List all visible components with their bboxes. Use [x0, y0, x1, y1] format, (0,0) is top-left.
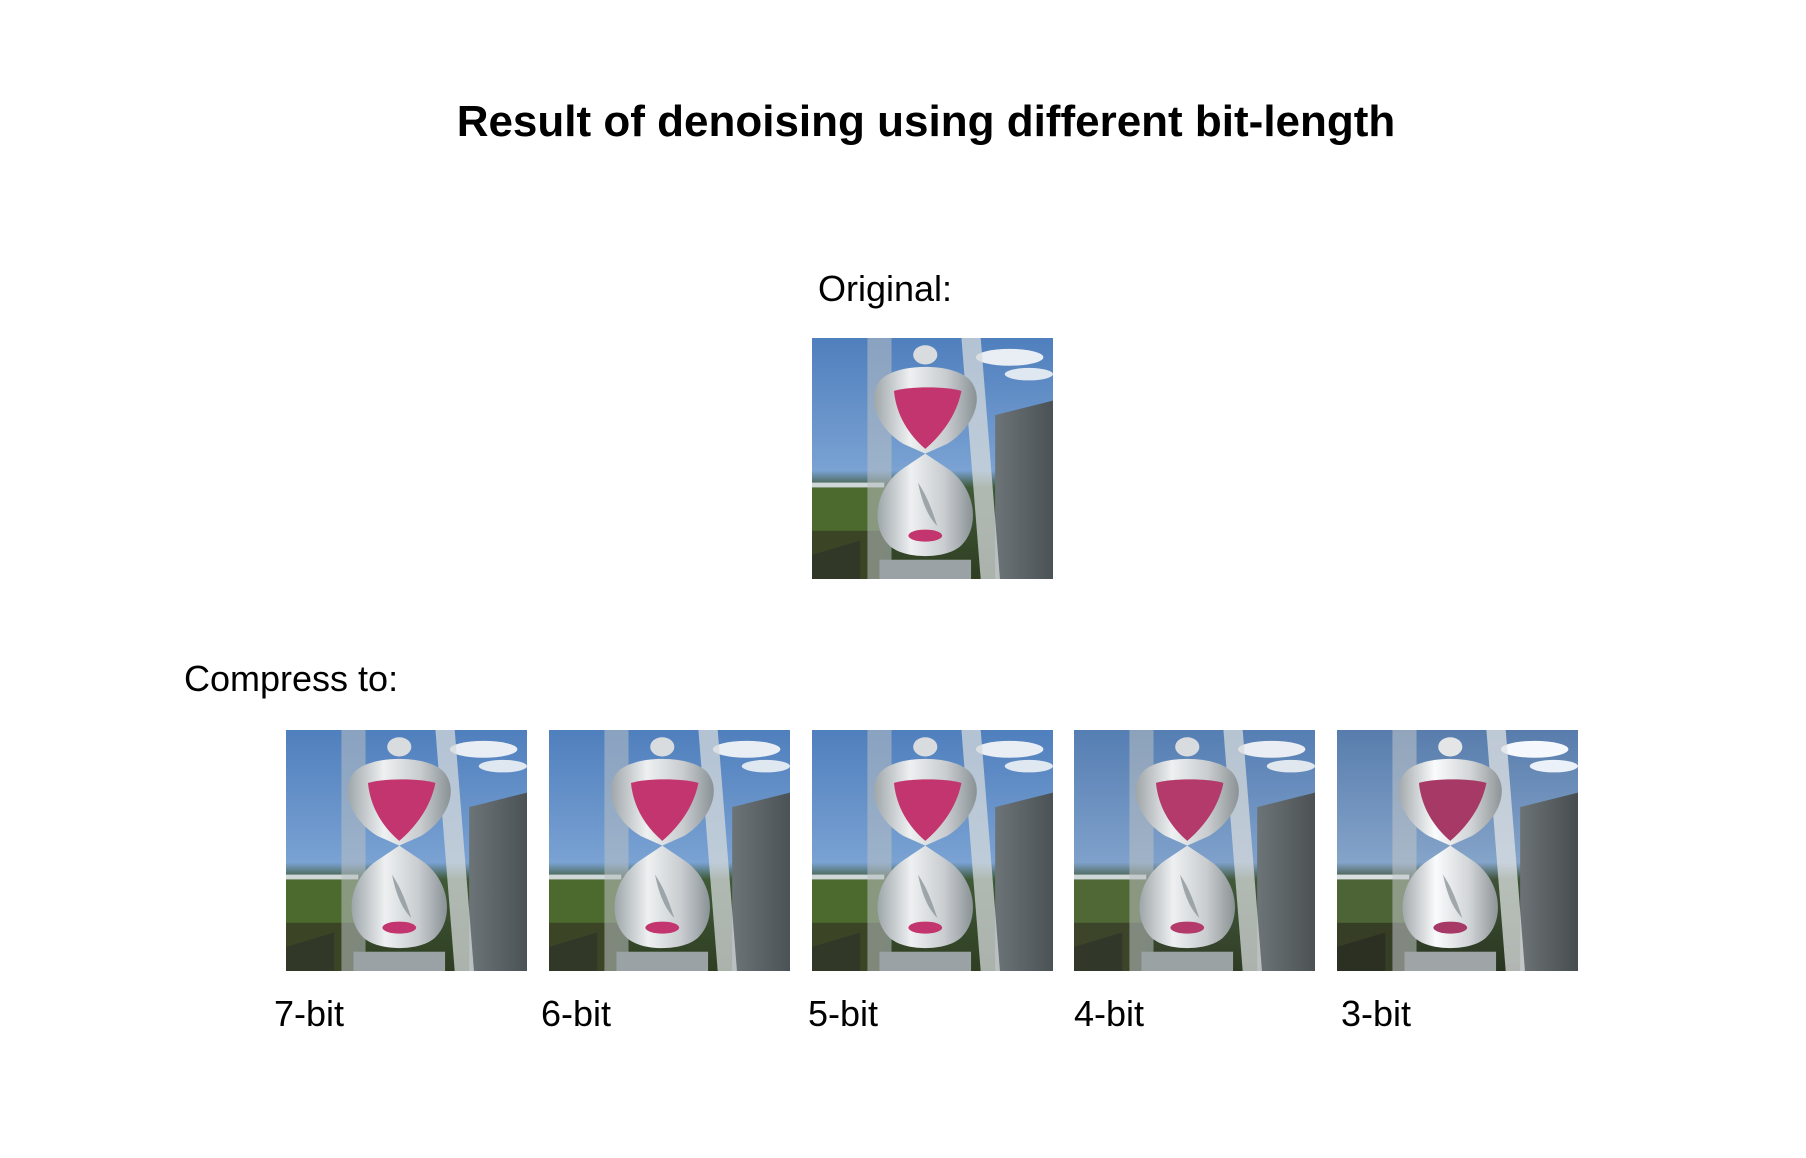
compressed-image-4bit — [1074, 730, 1315, 971]
figure-title: Result of denoising using different bit-… — [456, 97, 1396, 146]
compressed-image-5bit — [812, 730, 1053, 971]
hourglass-image — [1337, 730, 1578, 971]
original-label: Original: — [818, 268, 953, 309]
hourglass-image — [1074, 730, 1315, 971]
caption-4bit: 4-bit — [1074, 993, 1145, 1034]
caption-3bit: 3-bit — [1341, 993, 1412, 1034]
hourglass-image — [286, 730, 527, 971]
hourglass-image — [549, 730, 790, 971]
compressed-image-7bit — [286, 730, 527, 971]
caption-6bit: 6-bit — [541, 993, 612, 1034]
caption-7bit: 7-bit — [274, 993, 345, 1034]
original-image — [812, 338, 1053, 579]
hourglass-image — [812, 338, 1053, 579]
caption-5bit: 5-bit — [808, 993, 879, 1034]
hourglass-image — [812, 730, 1053, 971]
compressed-image-3bit — [1337, 730, 1578, 971]
compressed-image-6bit — [549, 730, 790, 971]
compress-label: Compress to: — [184, 658, 399, 699]
